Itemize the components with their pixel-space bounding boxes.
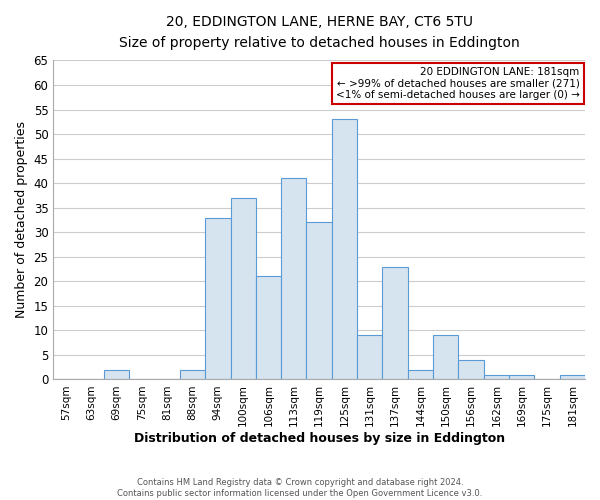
Bar: [307, 222, 332, 380]
Bar: [509, 374, 535, 380]
Bar: [458, 360, 484, 380]
Text: 20 EDDINGTON LANE: 181sqm
← >99% of detached houses are smaller (271)
<1% of sem: 20 EDDINGTON LANE: 181sqm ← >99% of deta…: [336, 67, 580, 100]
Y-axis label: Number of detached properties: Number of detached properties: [15, 122, 28, 318]
Bar: [382, 266, 408, 380]
Bar: [104, 370, 129, 380]
Bar: [180, 370, 205, 380]
X-axis label: Distribution of detached houses by size in Eddington: Distribution of detached houses by size …: [134, 432, 505, 445]
Bar: [357, 336, 382, 380]
Bar: [484, 374, 509, 380]
Title: 20, EDDINGTON LANE, HERNE BAY, CT6 5TU
Size of property relative to detached hou: 20, EDDINGTON LANE, HERNE BAY, CT6 5TU S…: [119, 15, 520, 50]
Bar: [433, 336, 458, 380]
Bar: [281, 178, 307, 380]
Bar: [560, 374, 585, 380]
Text: Contains HM Land Registry data © Crown copyright and database right 2024.
Contai: Contains HM Land Registry data © Crown c…: [118, 478, 482, 498]
Bar: [408, 370, 433, 380]
Bar: [256, 276, 281, 380]
Bar: [332, 120, 357, 380]
Bar: [205, 218, 230, 380]
Bar: [230, 198, 256, 380]
